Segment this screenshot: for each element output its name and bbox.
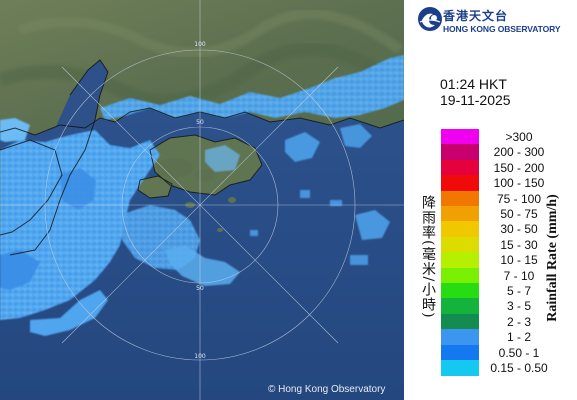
legend-item: 2 - 3 — [441, 313, 561, 330]
legend-title-chinese: 降雨率(毫米/小時) — [420, 195, 436, 319]
legend-label: 75 - 100 — [496, 191, 542, 206]
legend-item: 50 - 75 — [441, 206, 561, 222]
legend-item: 30 - 50 — [441, 221, 561, 238]
legend-swatch — [441, 298, 479, 315]
range-ring-label: 100 — [194, 353, 206, 360]
legend-swatch — [441, 267, 479, 284]
legend-swatch — [441, 283, 479, 299]
legend-item: >300 — [441, 129, 561, 145]
legend-item: 10 - 15 — [441, 252, 561, 269]
legend-label: 3 - 5 — [506, 299, 531, 314]
range-ring-label: 50 — [196, 285, 204, 292]
legend-item: 100 - 150 — [441, 175, 561, 192]
legend-label: 5 - 7 — [506, 284, 531, 298]
observatory-logo-icon — [418, 7, 442, 31]
legend-label: >300 — [505, 130, 533, 144]
legend-swatch — [441, 344, 479, 361]
legend-label: 10 - 15 — [500, 253, 538, 268]
legend-swatch — [441, 144, 479, 161]
legend-swatch — [441, 190, 479, 207]
legend-label: 1 - 2 — [506, 330, 531, 345]
legend-label: 30 - 50 — [500, 222, 538, 237]
legend-label: 50 - 75 — [500, 207, 538, 221]
radar-map-image: 100 50 50 100 — [0, 0, 404, 400]
logo-name-english: HONG KONG OBSERVATORY — [443, 24, 561, 34]
legend-label: 0.50 - 1 — [498, 345, 540, 360]
observatory-logo[interactable]: 香港天文台 HONG KONG OBSERVATORY — [413, 6, 577, 38]
range-ring-label: 100 — [194, 41, 206, 48]
legend-item: 0.50 - 1 — [441, 344, 561, 361]
timestamp-time: 01:24 HKT — [440, 76, 507, 92]
hong-kong-land — [150, 135, 262, 195]
legend-panel: 香港天文台 HONG KONG OBSERVATORY 01:24 HKT 19… — [404, 0, 577, 400]
legend-item: 3 - 5 — [441, 298, 561, 315]
legend-swatch — [441, 329, 479, 346]
legend-label: 15 - 30 — [500, 237, 538, 252]
legend-item: 150 - 200 — [441, 159, 561, 176]
legend-swatch — [441, 252, 479, 269]
range-rings — [0, 0, 404, 400]
copyright-text: © Hong Kong Observatory — [268, 384, 386, 395]
legend-label: 200 - 300 — [493, 145, 545, 160]
legend-item: 75 - 100 — [441, 190, 561, 207]
legend-item: 7 - 10 — [441, 267, 561, 284]
legend-label: 150 - 200 — [493, 160, 545, 175]
logo-name-chinese: 香港天文台 — [443, 9, 509, 23]
legend-swatch — [441, 236, 479, 253]
legend-swatch — [441, 221, 479, 238]
legend-swatch — [441, 159, 479, 176]
legend-item: 15 - 30 — [441, 236, 561, 253]
legend-item: 1 - 2 — [441, 329, 561, 346]
legend-label: 7 - 10 — [503, 268, 535, 283]
legend-item: 0.15 - 0.50 — [441, 360, 561, 376]
legend-swatch — [441, 360, 479, 376]
range-ring-label: 50 — [196, 119, 204, 126]
timestamp-date: 19-11-2025 — [440, 92, 511, 108]
legend-item: 5 - 7 — [441, 283, 561, 299]
legend-label: 100 - 150 — [493, 176, 545, 191]
legend-item: 200 - 300 — [441, 144, 561, 161]
legend-swatch — [441, 206, 479, 222]
legend-label: 0.15 - 0.50 — [490, 361, 548, 375]
radar-echoes — [0, 55, 404, 336]
legend-swatch — [441, 175, 479, 192]
lantau-island — [138, 176, 172, 198]
legend-swatch — [441, 129, 479, 145]
coastlines — [0, 59, 404, 256]
radar-map[interactable]: 100 50 50 100 © Hong Kong Observatory — [0, 0, 404, 400]
legend-swatch — [441, 313, 479, 330]
legend-label: 2 - 3 — [506, 314, 531, 329]
